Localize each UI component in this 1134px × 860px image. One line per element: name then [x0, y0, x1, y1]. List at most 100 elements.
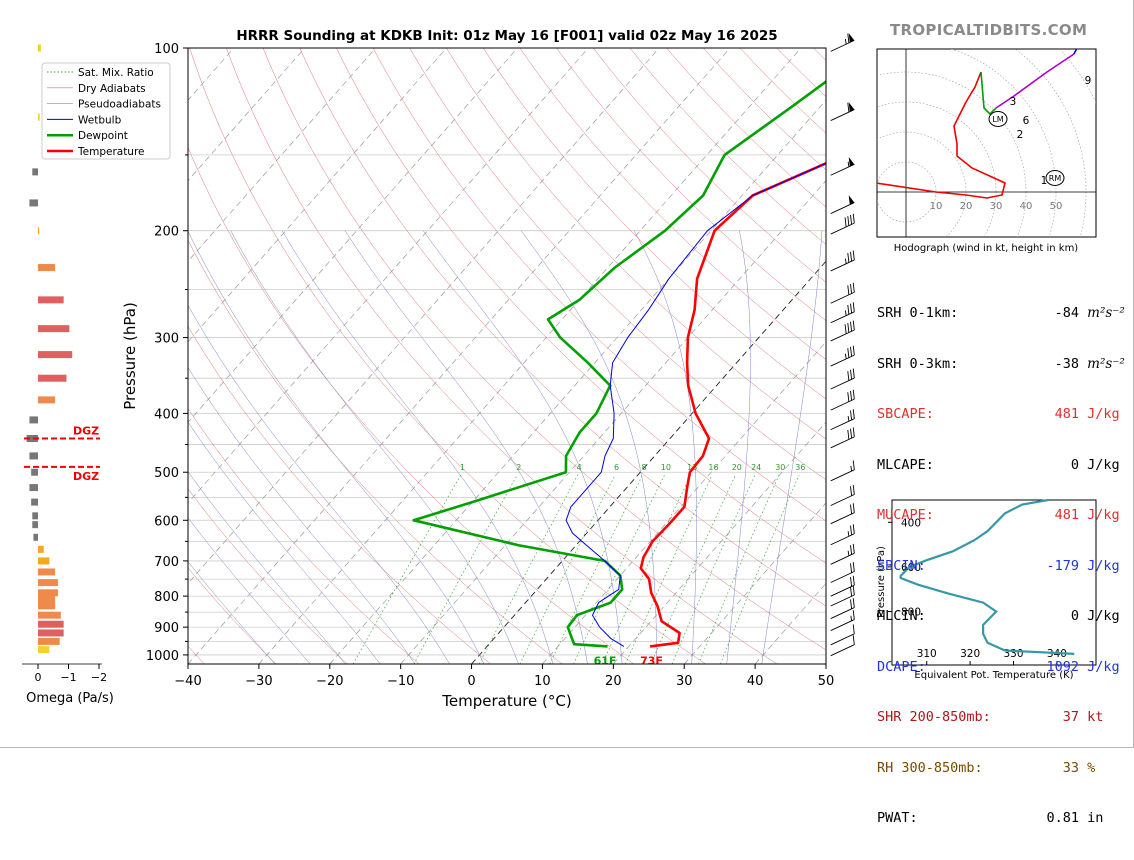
dry-adiabat — [372, 48, 826, 522]
barb-staff — [830, 259, 855, 272]
index-unit: J/kg — [1087, 456, 1120, 473]
barb-flag — [852, 282, 855, 293]
omega-bar — [32, 512, 38, 520]
legend: Sat. Mix. Ratio Dry Adiabats Pseudoadiabat… — [41, 62, 171, 160]
x-tick-label: 40 — [747, 674, 764, 689]
index-unit: J/kg — [1087, 658, 1120, 675]
isotherm — [471, 260, 826, 664]
thetae-x-tick-label: 310 — [917, 648, 937, 660]
pseudoadiabat — [726, 230, 751, 664]
isotherm — [188, 48, 589, 504]
barb-staff — [830, 354, 855, 367]
mixing-ratio-line — [720, 474, 800, 664]
thetae-y-tick-label: 800 — [901, 606, 921, 618]
hodograph-height-label: 3 — [1010, 96, 1017, 108]
y-tick-label: 900 — [154, 621, 179, 636]
wind-barb — [830, 389, 855, 411]
thetae-x-tick-label: 320 — [960, 648, 980, 660]
pseudoadiabat — [188, 366, 416, 664]
hodograph-ring-label: 30 — [990, 201, 1003, 212]
hodograph-trace — [980, 71, 997, 116]
hodograph-caption: Hodograph (wind in kt, height in km) — [894, 243, 1079, 254]
mixing-ratio-line — [478, 474, 579, 664]
barb-flag — [850, 410, 853, 420]
mixing-ratio-label: 8 — [641, 463, 646, 472]
wind-barb — [830, 156, 855, 176]
storm-motion-label: LM — [992, 115, 1003, 124]
pseudoadiabat — [633, 230, 697, 664]
omega-bar — [38, 589, 58, 597]
x-axis-label: Temperature (°C) — [441, 692, 571, 710]
barb-half-flag — [847, 550, 850, 556]
index-value: -38 — [1054, 355, 1079, 372]
pseudoadiabat — [423, 230, 623, 664]
y-tick-label: 400 — [154, 407, 179, 422]
wind-barb — [830, 503, 855, 525]
omega-bar — [38, 296, 64, 304]
omega-bar — [38, 374, 67, 382]
barb-staff — [830, 494, 855, 506]
hodograph-area: 10 20 30 40 50 1 2 36 9 LM RM — [877, 49, 1096, 237]
barb-flag — [850, 586, 853, 597]
barb-flag — [850, 284, 853, 294]
barb-flag — [847, 33, 850, 43]
barb-flag — [850, 504, 853, 514]
barb-staff — [830, 619, 855, 631]
index-value: -84 — [1054, 305, 1079, 321]
index-row-4: MUCAPE: 481 J/kg — [877, 506, 1125, 525]
dry-adiabat — [188, 146, 635, 664]
barb-half-flag — [844, 38, 847, 45]
omega-bar — [32, 521, 38, 529]
pseudoadiabat — [188, 471, 346, 664]
mixing-ratio-line — [625, 474, 713, 664]
thetae-x-axis-label: Equivalent Pot. Temperature (K) — [914, 670, 1073, 681]
hodograph-trace — [1073, 49, 1078, 55]
omega-bar — [38, 545, 44, 553]
omega-bar — [31, 468, 38, 476]
isotherm — [400, 180, 826, 664]
omega-bar — [29, 199, 38, 207]
hodograph-height-label: 2 — [1017, 129, 1024, 141]
mixing-ratio-line — [671, 474, 756, 664]
dry-adiabat — [336, 48, 826, 564]
barb-flag — [847, 102, 850, 113]
y-tick-label: 700 — [154, 555, 179, 570]
y-tick-label: 500 — [154, 466, 179, 481]
index-unit: in — [1087, 810, 1104, 826]
index-unit: J/kg — [1087, 507, 1120, 523]
x-tick-label: −10 — [387, 674, 414, 689]
wind-barb — [830, 598, 855, 619]
index-label: SHR 200-850mb: — [877, 709, 991, 725]
index-value: 481 — [1054, 406, 1079, 422]
mixing-ratio-label: 24 — [751, 463, 761, 472]
barb-flag — [844, 324, 847, 334]
omega-bar — [29, 452, 38, 460]
omega-bar — [38, 568, 56, 576]
barb-flag — [847, 392, 850, 402]
pseudoadiabat — [188, 230, 485, 664]
legend-entry: Temperature — [77, 146, 145, 158]
barb-half-flag — [850, 615, 853, 621]
omega-bar — [38, 264, 56, 272]
omega-bar — [38, 351, 73, 359]
isotherm — [0, 48, 21, 664]
index-value: 0.81 — [1046, 810, 1079, 826]
storm-motion-label: RM — [1049, 174, 1062, 183]
legend-entry: Wetbulb — [78, 114, 122, 126]
hodograph-height-label: 1 — [1041, 175, 1048, 187]
brand-watermark: TROPICALTIDBITS.COM — [890, 21, 1088, 39]
index-row-0: SRH 0-1km: -84 m²s⁻² — [877, 304, 1125, 323]
barb-staff — [830, 202, 855, 214]
barb-half-flag — [847, 415, 850, 422]
barb-flag — [847, 323, 850, 333]
omega-bar — [33, 533, 38, 541]
barb-half-flag — [847, 161, 850, 167]
omega-bar — [31, 498, 38, 506]
mixing-ratio-label: 6 — [614, 463, 619, 472]
dgz-label: DGZ — [73, 470, 99, 483]
barb-staff — [830, 163, 855, 176]
skewt-frame — [187, 47, 827, 665]
wind-barb — [830, 320, 855, 342]
barb-flag — [850, 346, 853, 357]
barb-flag — [852, 635, 855, 645]
